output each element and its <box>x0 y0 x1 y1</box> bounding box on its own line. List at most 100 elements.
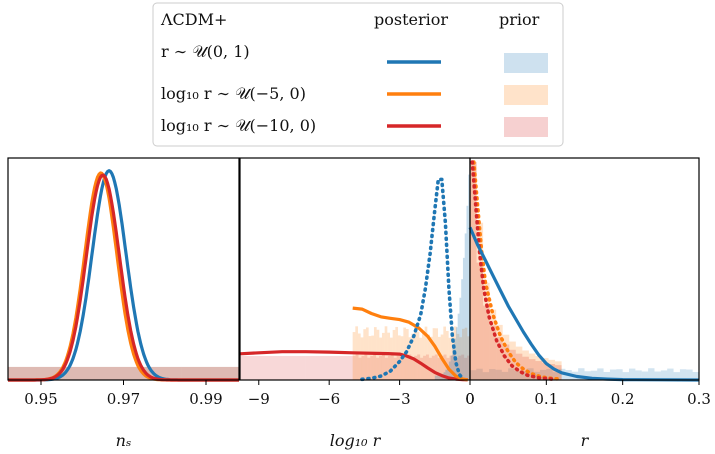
prior-histogram-bar <box>8 366 37 380</box>
x-tick-label: 0.99 <box>189 390 222 408</box>
prior-histogram-bar <box>411 357 415 380</box>
prior-histogram-bar <box>355 354 359 380</box>
prior-histogram-bar <box>464 233 467 380</box>
prior-histogram-bar <box>210 366 239 380</box>
prior-histogram-bar <box>282 356 287 380</box>
panel-frame <box>7 157 240 381</box>
prior-histogram-bar <box>94 366 124 380</box>
prior-histogram-bar <box>305 356 311 380</box>
prior-histogram-bar <box>458 355 462 380</box>
prior-histogram-bar <box>333 356 339 380</box>
prior-histogram-bar <box>405 355 409 380</box>
prior-histogram-bar <box>548 364 556 380</box>
legend-frame <box>152 2 564 147</box>
prior-histogram-bar <box>450 355 453 380</box>
prior-histogram-bar <box>535 356 542 380</box>
prior-histogram-bar <box>461 328 465 380</box>
prior-histogram-bar <box>552 372 560 380</box>
legend-row-label: r ∼ 𝒰(0, 1) <box>161 42 250 61</box>
x-tick-label: 0 <box>465 390 475 408</box>
prior-histogram-bar <box>352 332 356 380</box>
prior-histogram-bar <box>370 355 374 380</box>
prior-histogram-bar <box>431 355 435 380</box>
prior-histogram-bar <box>424 326 428 380</box>
prior-histogram-bar <box>263 356 269 380</box>
legend-prior-swatch <box>504 53 548 73</box>
prior-histogram-bar <box>384 357 388 380</box>
prior-histogram-bar <box>456 333 460 380</box>
prior-histogram-bar <box>461 354 465 380</box>
prior-histogram-bar <box>8 366 37 380</box>
prior-histogram-bar <box>343 356 348 380</box>
prior-histogram-bar <box>467 355 470 380</box>
x-axis-label: nₛ <box>116 431 132 450</box>
prior-histogram-bar <box>482 372 490 380</box>
prior-histogram-bar <box>416 331 420 380</box>
prior-histogram-bar <box>445 330 449 380</box>
legend-col-posterior: posterior <box>374 10 448 29</box>
legend-col-prior: prior <box>499 10 540 29</box>
prior-histogram-bar <box>429 336 433 380</box>
prior-histogram-bar <box>94 366 124 380</box>
prior-histogram-bar <box>358 357 362 380</box>
prior-histogram-bar <box>629 368 636 380</box>
x-tick-label: 0.95 <box>24 390 57 408</box>
prior-histogram-bar <box>476 262 484 380</box>
prior-histogram-bar <box>268 356 273 380</box>
x-tick-label: 0.97 <box>107 390 140 408</box>
prior-histogram-bar <box>501 371 509 380</box>
prior-histogram-bar <box>381 354 385 380</box>
prior-histogram-bar <box>352 356 356 380</box>
prior-histogram-bar <box>373 354 377 380</box>
prior-histogram-bar <box>496 324 503 380</box>
prior-histogram-bar <box>387 332 390 380</box>
prior-histogram-bar <box>258 356 264 380</box>
prior-histogram-bar <box>462 257 465 380</box>
prior-histogram-bar <box>535 361 542 380</box>
prior-histogram-bar <box>434 375 437 380</box>
prior-histogram-bar <box>440 374 442 380</box>
prior-histogram-bar <box>635 370 642 380</box>
legend-row-label: log₁₀ r ∼ 𝒰(−10, 0) <box>161 116 316 135</box>
prior-histogram-bar <box>413 326 417 380</box>
prior-histogram-bar <box>692 372 699 380</box>
prior-histogram-bar <box>437 357 441 380</box>
legend-header: ΛCDM+ <box>160 10 227 29</box>
prior-histogram-bar <box>667 368 674 380</box>
prior-histogram-bar <box>438 375 441 380</box>
posterior-curve <box>352 306 468 382</box>
prior-histogram-bar <box>436 375 439 380</box>
prior-histogram-bar <box>541 358 549 380</box>
x-tick-label: 0.3 <box>687 390 711 408</box>
prior-histogram-bar <box>654 371 661 380</box>
prior-histogram-bar <box>483 282 490 380</box>
prior-histogram-bar <box>489 369 496 380</box>
prior-histogram-bar <box>402 357 406 380</box>
prior-histogram-bar <box>210 366 239 380</box>
prior-histogram-bar <box>528 359 536 380</box>
prior-histogram-bar <box>249 356 255 380</box>
prior-histogram-bar <box>459 297 462 380</box>
prior-histogram-bar <box>443 326 446 380</box>
legend: ΛCDM+ posterior prior r ∼ 𝒰(0, 1) log₁₀ … <box>152 2 564 147</box>
prior-histogram-bar <box>347 356 353 380</box>
prior-histogram-bar <box>417 354 421 380</box>
prior-histogram-bar <box>319 356 325 380</box>
prior-histogram-bar <box>622 372 630 380</box>
prior-histogram-bar <box>483 305 490 380</box>
prior-histogram-bar <box>419 337 422 380</box>
prior-histogram-bar <box>597 368 604 380</box>
prior-histogram-bar <box>435 328 438 380</box>
prior-histogram-bar <box>527 368 534 380</box>
prior-histogram-bar <box>181 366 211 380</box>
legend-row-label: log₁₀ r ∼ 𝒰(−5, 0) <box>161 84 306 103</box>
x-axis-label: log₁₀ r <box>330 431 382 450</box>
prior-histogram-bar <box>502 344 510 380</box>
prior-histogram-bar <box>440 355 444 380</box>
legend-prior-swatch <box>504 117 548 137</box>
prior-histogram-bar <box>464 327 468 380</box>
prior-histogram-bar <box>376 357 380 380</box>
prior-histogram-bar <box>434 354 438 380</box>
prior-histogram-bar <box>437 336 441 380</box>
prior-histogram-bar <box>423 355 426 380</box>
